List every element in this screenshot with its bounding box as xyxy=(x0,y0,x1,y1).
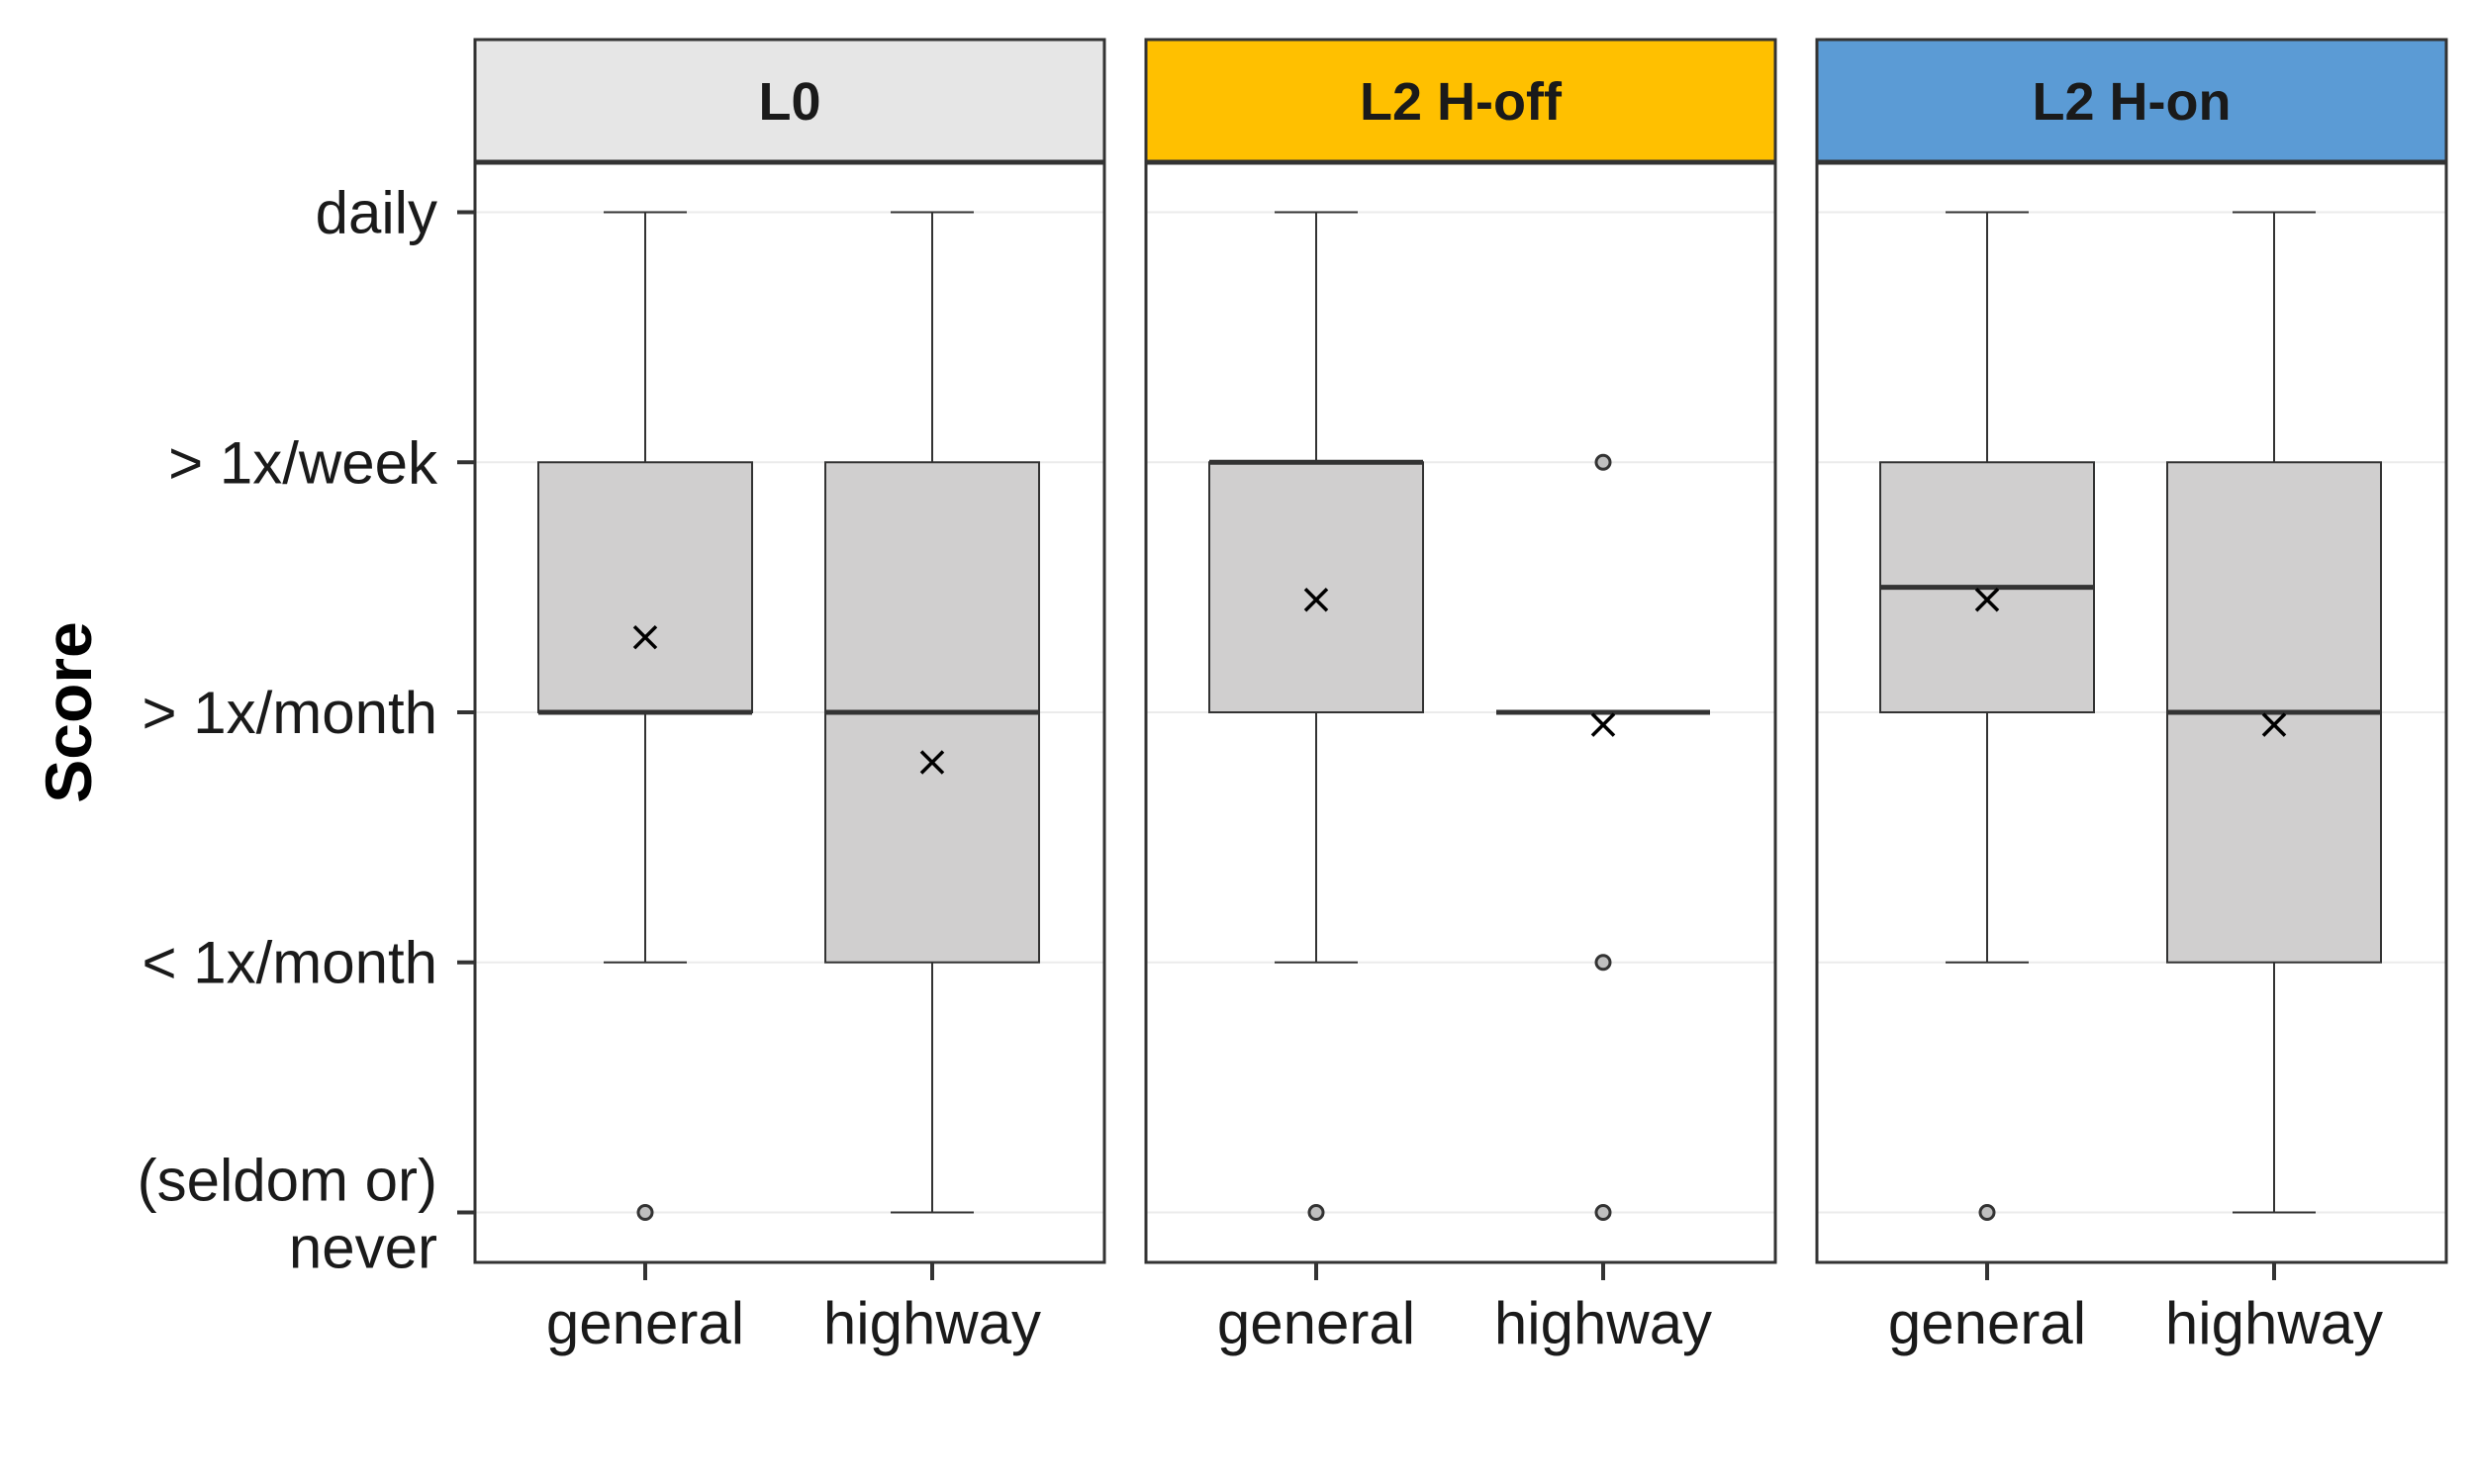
x-tick-label: highway xyxy=(823,1290,1041,1356)
box-iqr xyxy=(1208,461,1424,714)
y-tick-label: > 1x/week xyxy=(168,429,438,496)
x-tick-label: general xyxy=(1217,1290,1415,1356)
panel-l0: L0 general highway xyxy=(473,38,1106,1356)
outlier-point xyxy=(1594,453,1612,471)
mean-cross-b xyxy=(1590,712,1616,737)
box-general xyxy=(537,211,753,1221)
panel-title: L2 H-on xyxy=(2033,72,2232,132)
y-tick-label: (seldom or) xyxy=(138,1147,437,1213)
mean-marker xyxy=(1303,588,1329,612)
mean-marker xyxy=(1590,712,1616,737)
x-tick-label: highway xyxy=(1494,1290,1712,1356)
mean-marker xyxy=(1974,588,2000,612)
panel-border xyxy=(1815,160,2448,1264)
outlier-point xyxy=(636,1203,654,1221)
box-general xyxy=(1879,211,2095,1221)
x-tick-label: highway xyxy=(2165,1290,2383,1356)
panel-l2-h-off: L2 H-off general highway xyxy=(1144,38,1777,1356)
box-general xyxy=(1208,211,1424,1221)
outlier-point xyxy=(1978,1203,1996,1221)
mean-cross-b xyxy=(1303,588,1329,612)
y-tick-label: < 1x/month xyxy=(142,930,437,996)
outlier-point xyxy=(1307,1203,1325,1221)
panel-strip xyxy=(1815,38,2448,164)
box-highway xyxy=(2166,211,2382,1214)
panel-title: L0 xyxy=(758,72,820,132)
panel-border xyxy=(473,160,1106,1264)
mean-cross-b xyxy=(2261,712,2287,737)
panel-title: L2 H-off xyxy=(1360,72,1563,132)
panel-border xyxy=(1144,160,1777,1264)
box-highway xyxy=(824,211,1040,1214)
box-highway xyxy=(1496,453,1710,1221)
y-tick-label: daily xyxy=(316,180,437,246)
mean-marker xyxy=(2261,712,2287,737)
mean-marker xyxy=(632,624,658,650)
box-iqr xyxy=(537,461,753,714)
y-tick-label: > 1x/month xyxy=(142,680,437,746)
y-axis-title: Score xyxy=(32,621,105,802)
panel-strip xyxy=(1144,38,1777,164)
mean-marker xyxy=(919,750,945,775)
mean-cross-b xyxy=(1974,588,2000,612)
x-tick-label: general xyxy=(546,1290,744,1356)
panel-l2-h-on: L2 H-on general highway xyxy=(1815,38,2448,1356)
y-tick-label: never xyxy=(289,1214,437,1280)
outlier-point xyxy=(1594,954,1612,972)
outlier-point xyxy=(1594,1203,1612,1221)
panel-strip xyxy=(473,38,1106,164)
x-tick-label: general xyxy=(1888,1290,2086,1356)
mean-cross-b xyxy=(632,624,658,650)
mean-cross-b xyxy=(919,750,945,775)
